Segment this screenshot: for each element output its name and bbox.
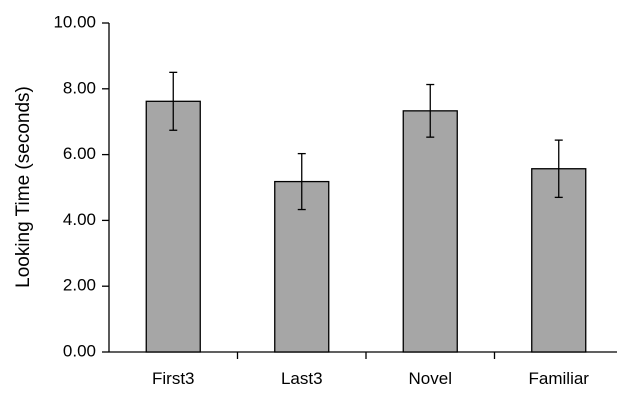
y-tick-label: 0.00: [63, 341, 96, 360]
y-tick-label: 10.00: [53, 12, 96, 31]
x-category-label: Last3: [281, 369, 323, 388]
y-tick-label: 4.00: [63, 210, 96, 229]
x-category-label: First3: [152, 369, 195, 388]
y-tick-label: 6.00: [63, 144, 96, 163]
x-category-label: Familiar: [529, 369, 590, 388]
bar-novel: [402, 110, 458, 353]
y-tick-label: 2.00: [63, 276, 96, 295]
bar-first3: [145, 100, 201, 353]
y-tick-label: 8.00: [63, 78, 96, 97]
x-category-label: Novel: [409, 369, 452, 388]
y-axis-title: Looking Time (seconds): [13, 86, 34, 288]
bar-familiar: [531, 168, 587, 353]
